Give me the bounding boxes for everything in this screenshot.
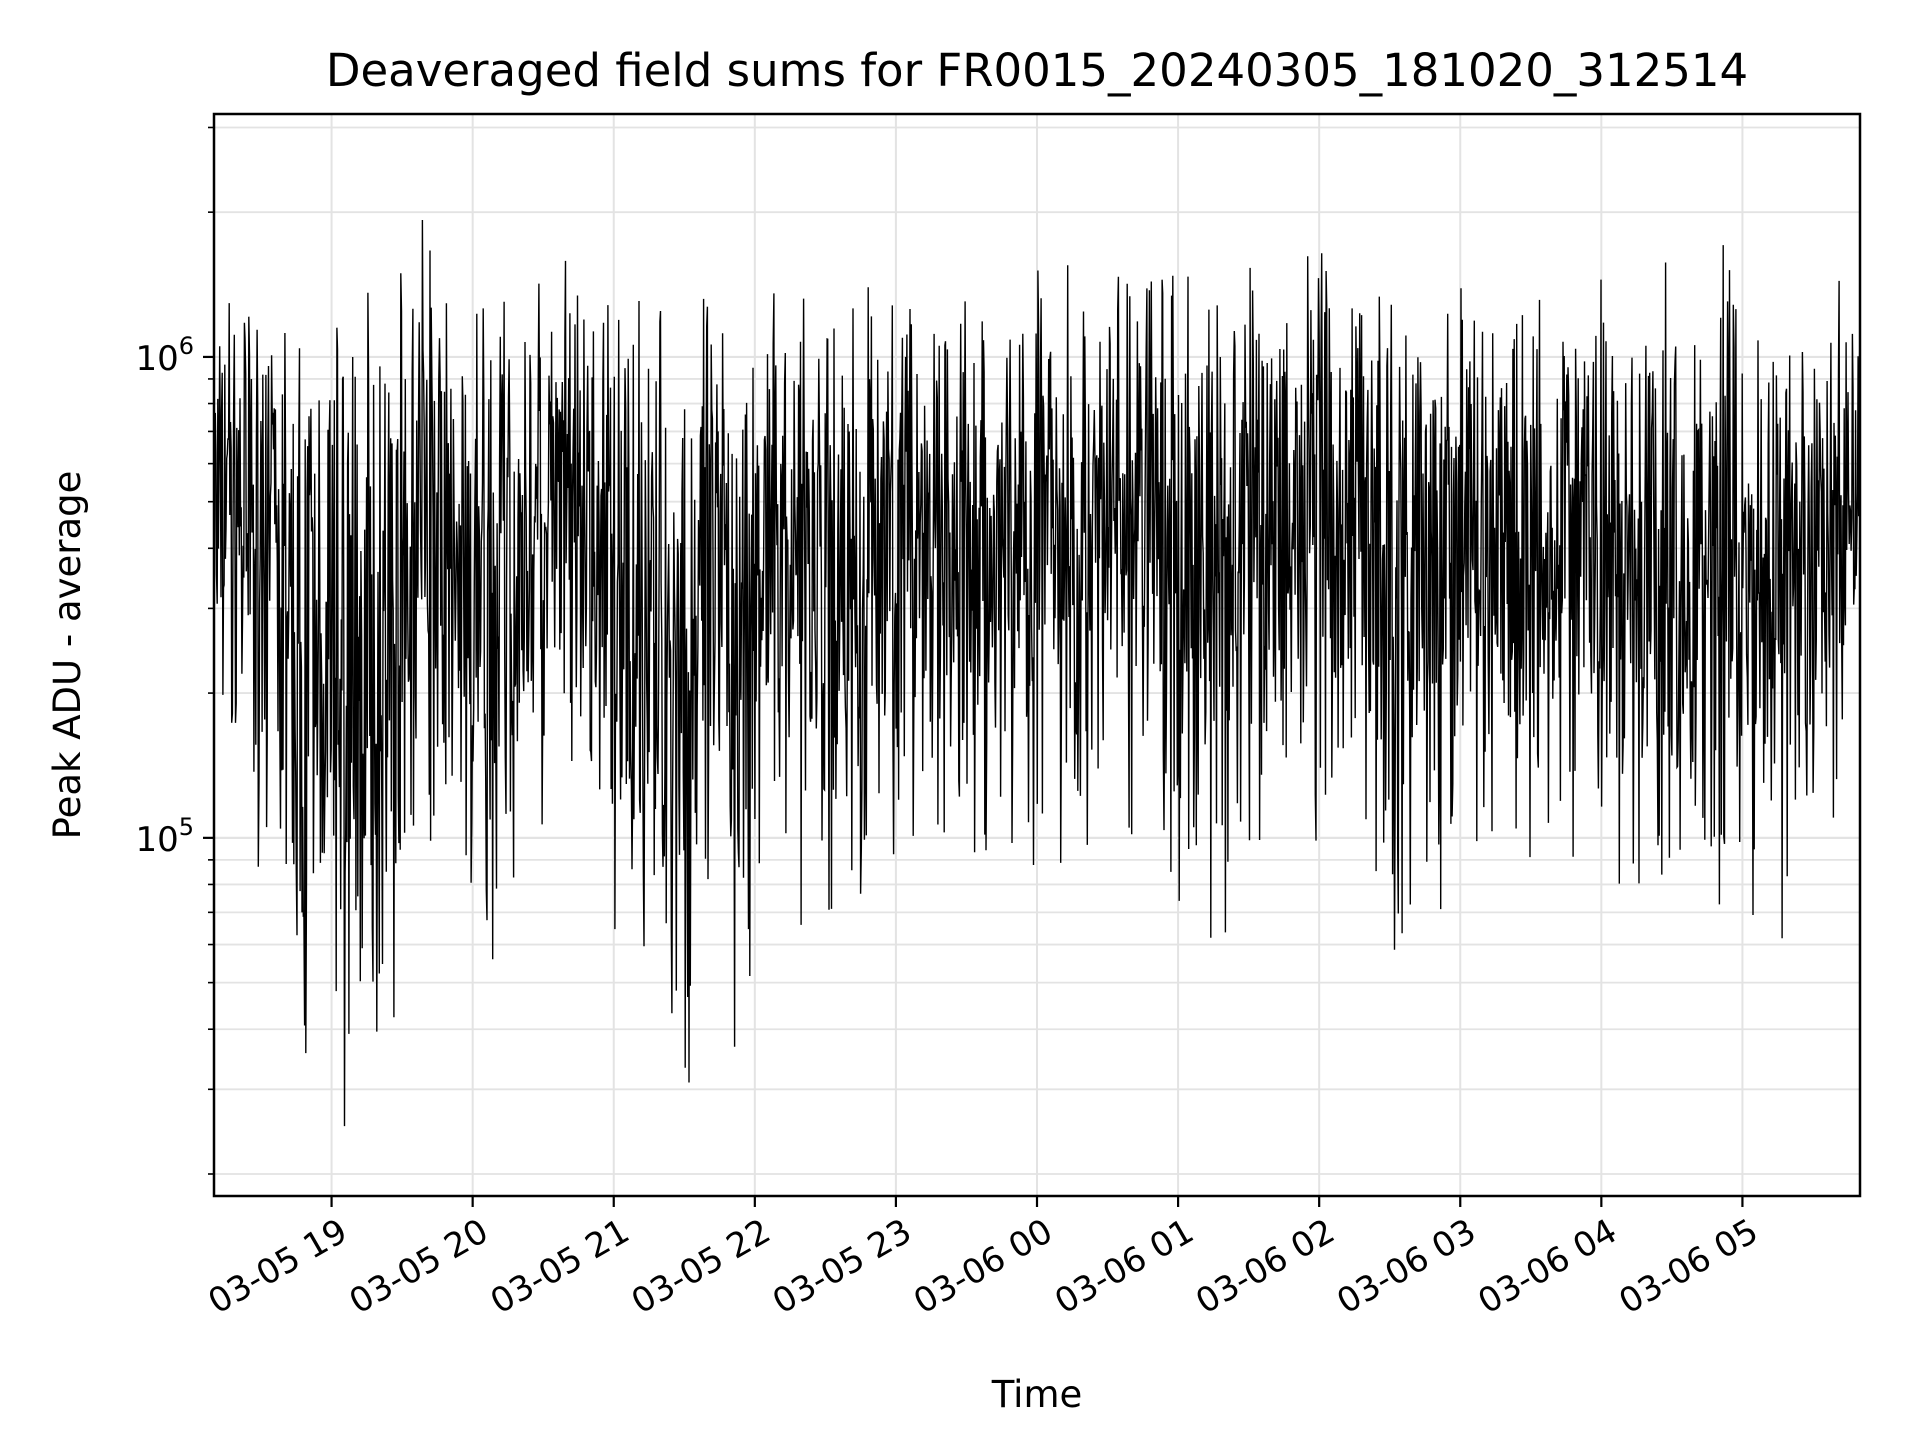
y-axis: 105 106: [135, 126, 214, 1175]
chart-title: Deaveraged field sums for FR0015_2024030…: [326, 44, 1748, 97]
x-tick-label: 03-06 05: [1613, 1211, 1765, 1322]
series-path: [213, 219, 1861, 1127]
y-tick-label: 105: [135, 813, 194, 860]
series-line-peak-adu: [213, 219, 1861, 1127]
x-tick-label: 03-05 23: [766, 1211, 918, 1322]
x-tick-label: 03-05 22: [625, 1211, 777, 1322]
y-tick-label: 106: [135, 332, 194, 379]
x-tick-label: 03-05 21: [484, 1211, 636, 1322]
y-axis-label: Peak ADU - average: [46, 471, 89, 840]
x-tick-label: 03-05 20: [343, 1211, 495, 1322]
x-tick-label: 03-06 01: [1048, 1211, 1200, 1322]
x-tick-label: 03-06 03: [1330, 1211, 1482, 1322]
x-axis-label: Time: [991, 1373, 1083, 1416]
x-tick-label: 03-06 00: [907, 1211, 1059, 1322]
x-tick-label: 03-05 19: [202, 1211, 354, 1322]
x-tick-label: 03-06 02: [1189, 1211, 1341, 1322]
x-tick-label: 03-06 04: [1471, 1211, 1623, 1322]
